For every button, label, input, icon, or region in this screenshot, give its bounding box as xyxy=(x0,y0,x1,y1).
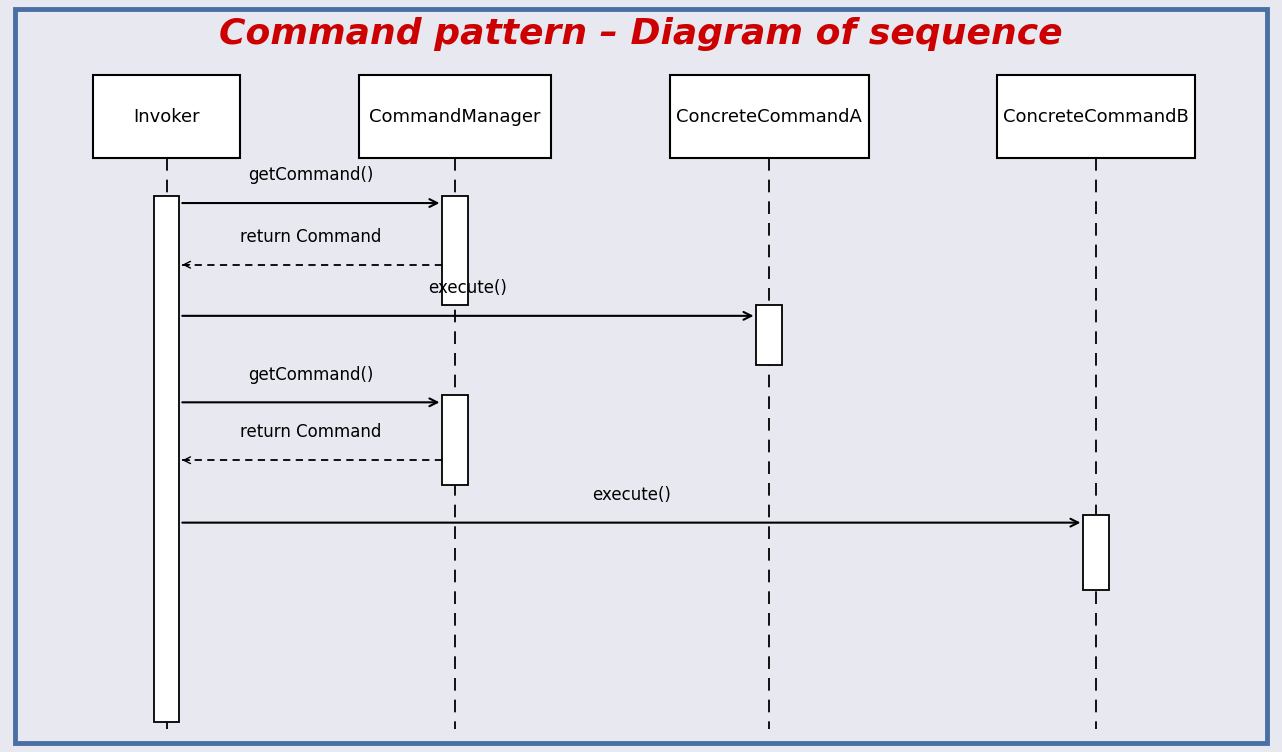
Text: getCommand(): getCommand() xyxy=(249,365,373,384)
Bar xyxy=(669,75,869,158)
Text: Invoker: Invoker xyxy=(133,108,200,126)
Bar xyxy=(997,75,1196,158)
Bar xyxy=(442,395,468,485)
Bar xyxy=(1083,515,1109,590)
Bar xyxy=(442,196,468,305)
Bar xyxy=(359,75,551,158)
Text: execute(): execute() xyxy=(428,279,508,297)
Text: return Command: return Command xyxy=(240,228,382,246)
Text: ConcreteCommandB: ConcreteCommandB xyxy=(1004,108,1188,126)
Text: execute(): execute() xyxy=(592,486,670,504)
Text: Command pattern – Diagram of sequence: Command pattern – Diagram of sequence xyxy=(219,17,1063,51)
Text: getCommand(): getCommand() xyxy=(249,166,373,184)
Text: CommandManager: CommandManager xyxy=(369,108,541,126)
Text: return Command: return Command xyxy=(240,423,382,441)
Bar xyxy=(154,196,179,722)
Text: ConcreteCommandA: ConcreteCommandA xyxy=(677,108,862,126)
Bar xyxy=(94,75,241,158)
Bar xyxy=(756,305,782,365)
